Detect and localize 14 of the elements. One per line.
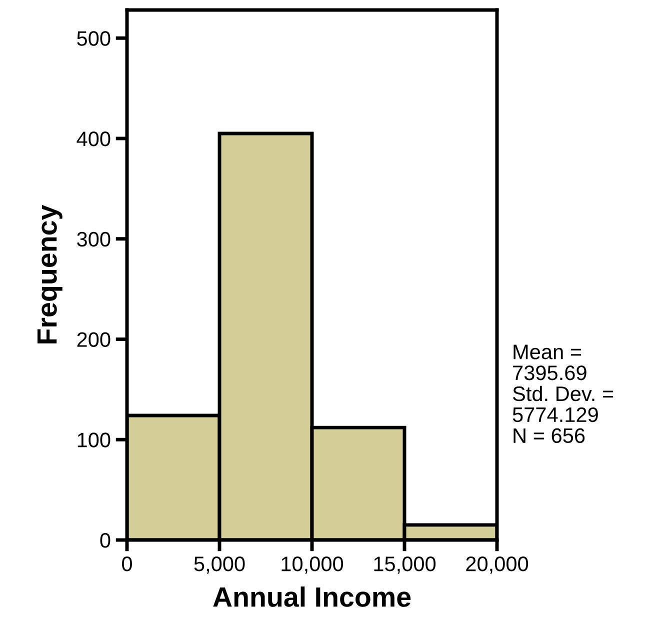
x-tick-label: 20,000 <box>466 556 528 574</box>
y-tick-label: 0 <box>100 533 110 548</box>
x-tick-label: 5,000 <box>194 556 245 574</box>
y-tick-label: 100 <box>78 432 110 448</box>
x-tick-label: 0 <box>122 556 132 572</box>
y-tick-label: 300 <box>77 232 110 247</box>
x-axis-title: Annual Income <box>213 586 411 607</box>
text: Mean = 7395.69 Std. Dev. = 5774.129 N = 656 <box>512 344 614 444</box>
x-tick-label: 10,000 <box>282 556 344 574</box>
y-axis-title: Frequency <box>38 204 62 344</box>
y-tick-label: 400 <box>76 131 110 146</box>
y-tick-label: 500 <box>77 31 110 46</box>
y-tick-label: 200 <box>77 332 110 347</box>
x-tick-label: 15,000 <box>374 556 436 574</box>
